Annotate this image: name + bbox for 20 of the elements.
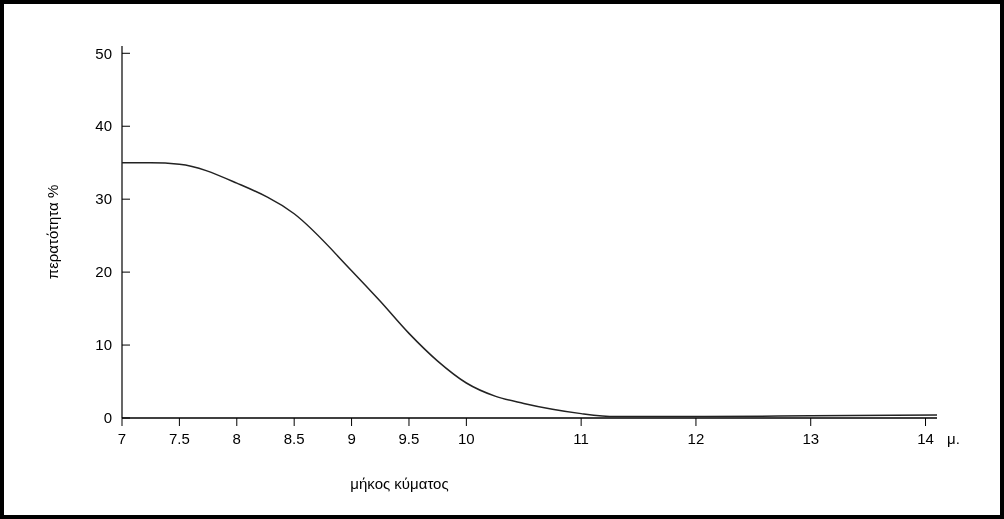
x-tick-label: 8 bbox=[232, 430, 241, 447]
x-tick-label: 8.5 bbox=[283, 430, 305, 447]
x-tick-label: 12 bbox=[687, 430, 705, 447]
x-tick-label: 9 bbox=[347, 430, 356, 447]
x-tick-label: 14 bbox=[917, 430, 934, 447]
y-tick-label: 40 bbox=[95, 117, 112, 135]
x-tick-label: 9.5 bbox=[398, 430, 420, 447]
y-tick-label: 0 bbox=[103, 409, 112, 427]
y-axis-title: περατότητα % bbox=[44, 184, 61, 280]
y-tick-label: 10 bbox=[95, 336, 112, 354]
x-tick-label: 7 bbox=[117, 430, 127, 447]
y-tick-label: 30 bbox=[95, 190, 112, 208]
y-tick-label: 50 bbox=[95, 44, 112, 62]
x-axis-title: μήκος κύματος bbox=[350, 475, 449, 492]
y-tick-label: 20 bbox=[95, 263, 112, 281]
x-tick-label: 13 bbox=[802, 430, 820, 447]
x-tick-label: 7.5 bbox=[168, 430, 190, 447]
text: μ. bbox=[947, 430, 960, 447]
x-tick-label: 10 bbox=[458, 430, 475, 447]
x-tick-label: 11 bbox=[573, 430, 589, 447]
